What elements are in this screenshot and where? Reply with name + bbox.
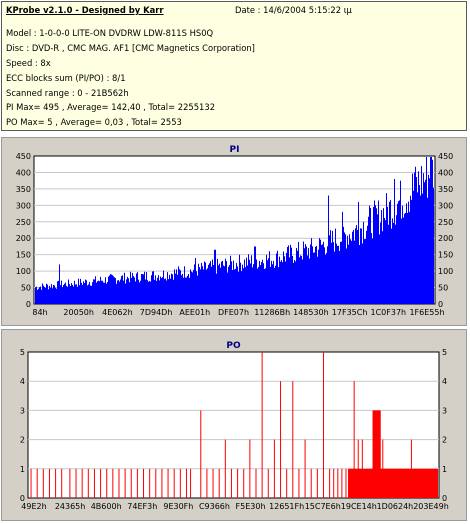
y-tick-label-right: 1 <box>442 465 447 474</box>
y-tick-label-right: 0 <box>438 300 443 309</box>
y-tick-label-left: 450 <box>16 152 31 161</box>
app-title: KProbe v2.1.0 - Designed by Karr <box>6 5 164 15</box>
scan-info-panel: KProbe v2.1.0 - Designed by Karr Date : … <box>1 1 467 131</box>
x-tick-label: 9E30Fh <box>163 502 193 511</box>
x-tick-label: 1F6E55h <box>409 308 444 317</box>
y-tick-label-right: 450 <box>438 152 453 161</box>
y-tick-label-left: 5 <box>20 348 25 357</box>
y-tick-label-left: 250 <box>16 218 31 227</box>
y-tick-label-left: 350 <box>16 185 31 194</box>
x-tick-label: 148530h <box>293 308 329 317</box>
x-tick-label: 20050h <box>63 308 94 317</box>
y-tick-label-left: 2 <box>20 436 25 445</box>
y-tick-label-left: 150 <box>16 251 31 260</box>
x-tick-label: 19CE14h <box>341 502 377 511</box>
y-tick-label-right: 4 <box>442 377 447 386</box>
y-tick-label-left: 0 <box>26 300 31 309</box>
po-dense-block <box>372 410 381 498</box>
y-tick-label-right: 400 <box>438 168 453 177</box>
scan-date: Date : 14/6/2004 5:15:22 ιμ <box>235 5 352 15</box>
y-tick-label-right: 50 <box>438 284 448 293</box>
speed-line: Speed : 8x <box>6 58 51 68</box>
x-tick-label: 74EF3h <box>127 502 157 511</box>
chart-title: PO <box>226 341 241 351</box>
range-line: Scanned range : 0 - 21B562h <box>6 88 129 98</box>
y-tick-label-right: 350 <box>438 185 453 194</box>
x-tick-label: 24365h <box>55 502 86 511</box>
model-line: Model : 1-0-0-0 LITE-ON DVDRW LDW-811S H… <box>6 28 214 38</box>
x-tick-label: 17F35Ch <box>332 308 368 317</box>
x-tick-label: 4B600h <box>91 502 122 511</box>
y-tick-label-left: 3 <box>20 406 25 415</box>
x-tick-label: C9366h <box>199 502 230 511</box>
y-tick-label-right: 150 <box>438 251 453 260</box>
y-tick-label-right: 5 <box>442 348 447 357</box>
y-tick-label-right: 3 <box>442 406 447 415</box>
x-tick-label: 1C0F37h <box>370 308 406 317</box>
y-tick-label-right: 200 <box>438 234 453 243</box>
x-tick-label: 203E49h <box>413 502 449 511</box>
po-chart-panel: PO 0 0 1 1 2 2 3 3 4 4 5 5 49E2h 24365h 4B600h 74EF3h 9E3… <box>1 329 467 521</box>
pi-summary-line: PI Max= 495 , Average= 142,40 , Total= 2… <box>6 102 216 112</box>
x-tick-label: F5E30h <box>236 502 266 511</box>
po-summary-line: PO Max= 5 , Average= 0,03 , Total= 2553 <box>6 117 182 127</box>
x-tick-label: 7D94Dh <box>140 308 173 317</box>
pi-chart-panel: PI 0 0 50 50 100 100 150 150 200 200 250 250 300 300 35… <box>1 137 467 326</box>
y-tick-label-left: 300 <box>16 201 31 210</box>
x-tick-label: 49E2h <box>21 502 46 511</box>
chart-title: PI <box>230 145 240 155</box>
y-tick-label-left: 100 <box>16 267 31 276</box>
disc-line: Disc : DVD-R , CMC MAG. AF1 [CMC Magneti… <box>6 43 255 53</box>
y-tick-label-left: 4 <box>20 377 25 386</box>
x-tick-label: 1D0624h <box>377 502 414 511</box>
x-tick-label: 11286Bh <box>254 308 290 317</box>
y-tick-label-left: 200 <box>16 234 31 243</box>
y-tick-label-left: 0 <box>20 494 25 503</box>
y-tick-label-right: 100 <box>438 267 453 276</box>
x-tick-label: 12651Fh <box>269 502 304 511</box>
po-dense-block <box>348 468 438 498</box>
x-tick-label: 4E062h <box>102 308 132 317</box>
pi-chart: PI 0 0 50 50 100 100 150 150 200 200 250 250 300 300 35… <box>16 145 454 317</box>
y-tick-label-right: 0 <box>442 494 447 503</box>
y-tick-label-right: 2 <box>442 436 447 445</box>
x-tick-label: DFE07h <box>218 308 249 317</box>
x-tick-label: 15C7E6h <box>305 502 341 511</box>
ecc-line: ECC blocks sum (PI/PO) : 8/1 <box>6 73 126 83</box>
x-tick-label: AEE01h <box>179 308 210 317</box>
y-tick-label-right: 250 <box>438 218 453 227</box>
x-tick-label: 84h <box>32 308 47 317</box>
po-chart: PO 0 0 1 1 2 2 3 3 4 4 5 5 49E2h 24365h 4B600h 74EF3h 9E3… <box>20 341 449 511</box>
y-tick-label-left: 400 <box>16 168 31 177</box>
y-tick-label-left: 50 <box>21 284 31 293</box>
y-tick-label-left: 1 <box>20 465 25 474</box>
y-tick-label-right: 300 <box>438 201 453 210</box>
